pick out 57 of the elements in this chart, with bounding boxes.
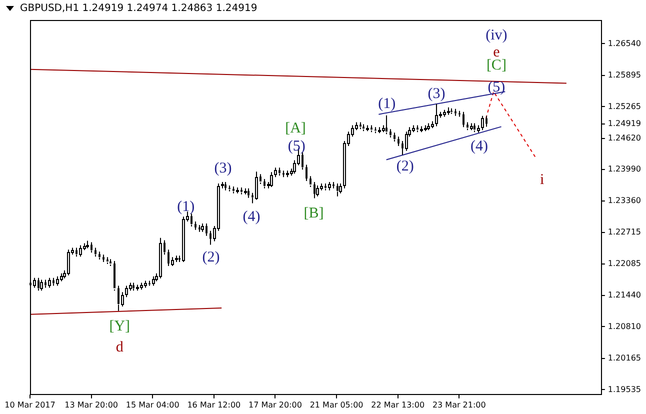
annotation: (iv) [486, 27, 508, 44]
y-tick-label: 1.23360 [608, 196, 642, 205]
candlestick [98, 251, 100, 260]
candlestick [102, 254, 104, 263]
candlestick [336, 182, 338, 197]
candlestick [194, 221, 196, 230]
candlestick [248, 188, 250, 198]
candlestick [306, 164, 308, 182]
candlestick [435, 103, 438, 127]
annotation: d [116, 340, 124, 356]
annotation: (4) [242, 209, 260, 226]
x-tick-label: 16 Mar 12:00 [187, 400, 241, 410]
y-tick-label: 1.24919 [608, 118, 642, 128]
annotation: (1) [177, 198, 195, 215]
candlestick [314, 182, 316, 199]
annotation: (2) [202, 249, 220, 266]
y-tick-label: 1.20165 [608, 354, 642, 363]
annotation: (3) [428, 86, 446, 102]
candlestick [398, 136, 400, 146]
x-tick-label: 13 Mar 20:00 [64, 400, 118, 410]
annotation: (1) [378, 96, 396, 112]
annotation: [A] [285, 120, 306, 137]
candlestick [224, 182, 226, 191]
candlestick [198, 224, 200, 232]
candlestick [386, 114, 388, 135]
y-tick-label: 1.24620 [608, 134, 642, 143]
y-tick-label: 1.21440 [608, 290, 642, 300]
annotation: [Y] [109, 318, 130, 335]
x-tick-label: 21 Mar 05:00 [310, 400, 364, 410]
y-tick-label: 1.25895 [608, 70, 642, 80]
x-tick-label: 23 Mar 21:00 [432, 400, 486, 410]
y-tick-label: 1.20810 [608, 322, 642, 331]
annotation: i [540, 172, 544, 188]
candlestick [458, 110, 460, 118]
chart-title: GBPUSD,H1 1.24919 1.24974 1.24863 1.24919 [20, 3, 258, 14]
x-tick-label: 17 Mar 20:00 [248, 400, 302, 410]
annotation: (5) [288, 138, 306, 154]
y-tick-label: 1.23990 [608, 164, 642, 174]
y-tick-label: 1.26540 [608, 38, 642, 48]
x-tick-label: 15 Mar 04:00 [126, 400, 180, 410]
candlestick [454, 108, 456, 116]
y-tick-label: 1.25265 [608, 102, 642, 111]
candlestick [255, 171, 258, 200]
annotation: (4) [470, 138, 488, 154]
candlestick [462, 111, 464, 128]
annotation: (3) [214, 160, 232, 177]
x-tick-label: 10 Mar 2017 [4, 400, 56, 410]
candlestick [94, 247, 96, 258]
candlestick [228, 184, 230, 192]
x-tick-label: 22 Mar 13:00 [371, 400, 425, 410]
y-tick-label: 1.19535 [608, 384, 642, 394]
annotation: (2) [396, 158, 414, 175]
annotation: (5) [488, 80, 506, 96]
y-tick-label: 1.22715 [608, 228, 642, 237]
candlestick [394, 132, 396, 142]
annotation: [B] [304, 206, 324, 222]
y-tick-label: 1.22085 [608, 258, 642, 268]
